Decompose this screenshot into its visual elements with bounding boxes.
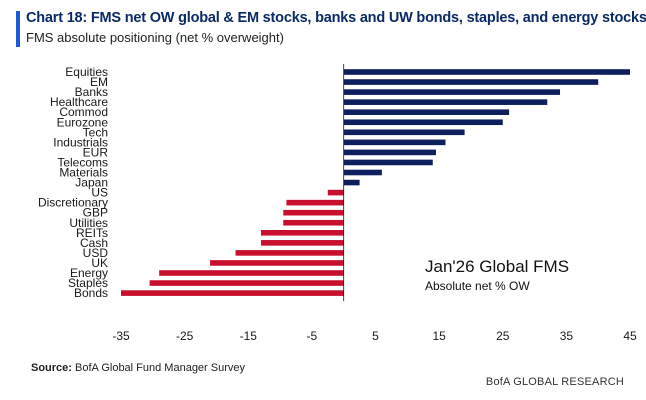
bar-discretionary bbox=[286, 199, 344, 206]
bar-uk bbox=[210, 260, 344, 266]
category-label: Banks bbox=[75, 85, 108, 99]
bar-eur bbox=[343, 149, 436, 156]
category-label: Discretionary bbox=[38, 196, 108, 210]
category-label: Healthcare bbox=[50, 95, 108, 109]
category-label: Industrials bbox=[53, 135, 108, 149]
category-label: Cash bbox=[80, 236, 108, 250]
bar-healthcare bbox=[343, 99, 548, 105]
category-label: Energy bbox=[70, 266, 108, 280]
bar-energy bbox=[159, 270, 344, 276]
x-tick-label: -35 bbox=[112, 329, 130, 343]
category-label: US bbox=[91, 186, 108, 200]
category-label: GBP bbox=[83, 206, 108, 220]
category-label: UK bbox=[91, 256, 108, 270]
bar-equities bbox=[343, 69, 630, 75]
category-label: EUR bbox=[83, 145, 109, 159]
bar-gbp bbox=[283, 209, 344, 216]
x-tick-label: 5 bbox=[372, 329, 379, 343]
chart-annotation-subtitle: Absolute net % OW bbox=[425, 279, 530, 293]
category-label: Commod bbox=[59, 105, 108, 119]
bar-banks bbox=[343, 89, 561, 95]
category-label: Equities bbox=[65, 65, 108, 79]
x-tick-label: 15 bbox=[432, 329, 446, 343]
category-label: Telecoms bbox=[57, 155, 108, 169]
bar-chart: EquitiesEMBanksHealthcareCommodEurozoneT… bbox=[38, 64, 637, 343]
x-tick-label: -15 bbox=[240, 329, 258, 343]
x-tick-label: -5 bbox=[307, 329, 318, 343]
bar-utilities bbox=[283, 219, 344, 226]
bar-staples bbox=[149, 280, 344, 286]
bar-commod bbox=[343, 109, 510, 115]
bar-reits bbox=[260, 230, 344, 236]
bar-usd bbox=[235, 250, 344, 256]
category-label: USD bbox=[83, 246, 109, 260]
bar-us bbox=[327, 189, 344, 196]
bar-tech bbox=[343, 129, 465, 136]
bar-em bbox=[343, 79, 599, 85]
x-tick-label: 25 bbox=[496, 329, 510, 343]
category-label: REITs bbox=[76, 226, 108, 240]
category-label: Tech bbox=[83, 125, 108, 139]
category-label: Materials bbox=[59, 166, 108, 180]
category-label: Japan bbox=[75, 176, 108, 190]
bar-bonds bbox=[121, 290, 344, 296]
source-note: Source: BofA Global Fund Manager Survey bbox=[31, 362, 245, 374]
chart-annotation-title: Jan'26 Global FMS bbox=[425, 257, 569, 276]
bar-telecoms bbox=[343, 159, 433, 166]
category-label: Utilities bbox=[69, 216, 108, 230]
bar-eurozone bbox=[343, 119, 503, 126]
bar-materials bbox=[343, 169, 382, 176]
x-tick-label: 35 bbox=[560, 329, 574, 343]
chart-subtitle: FMS absolute positioning (net % overweig… bbox=[26, 30, 284, 45]
category-label: EM bbox=[90, 75, 108, 89]
bar-industrials bbox=[343, 139, 446, 146]
source-text: BofA Global Fund Manager Survey bbox=[71, 362, 246, 374]
brand-label: BofA GLOBAL RESEARCH bbox=[485, 376, 624, 388]
chart-title: Chart 18: FMS net OW global & EM stocks,… bbox=[26, 10, 646, 26]
bar-cash bbox=[260, 240, 344, 246]
bar-japan bbox=[343, 179, 360, 186]
category-label: Eurozone bbox=[57, 115, 109, 129]
category-label: Bonds bbox=[74, 286, 108, 300]
x-tick-label: -25 bbox=[176, 329, 194, 343]
source-label: Source: bbox=[31, 362, 72, 374]
title-accent-bar bbox=[16, 11, 20, 47]
category-label: Staples bbox=[68, 276, 108, 290]
x-tick-label: 45 bbox=[623, 329, 637, 343]
